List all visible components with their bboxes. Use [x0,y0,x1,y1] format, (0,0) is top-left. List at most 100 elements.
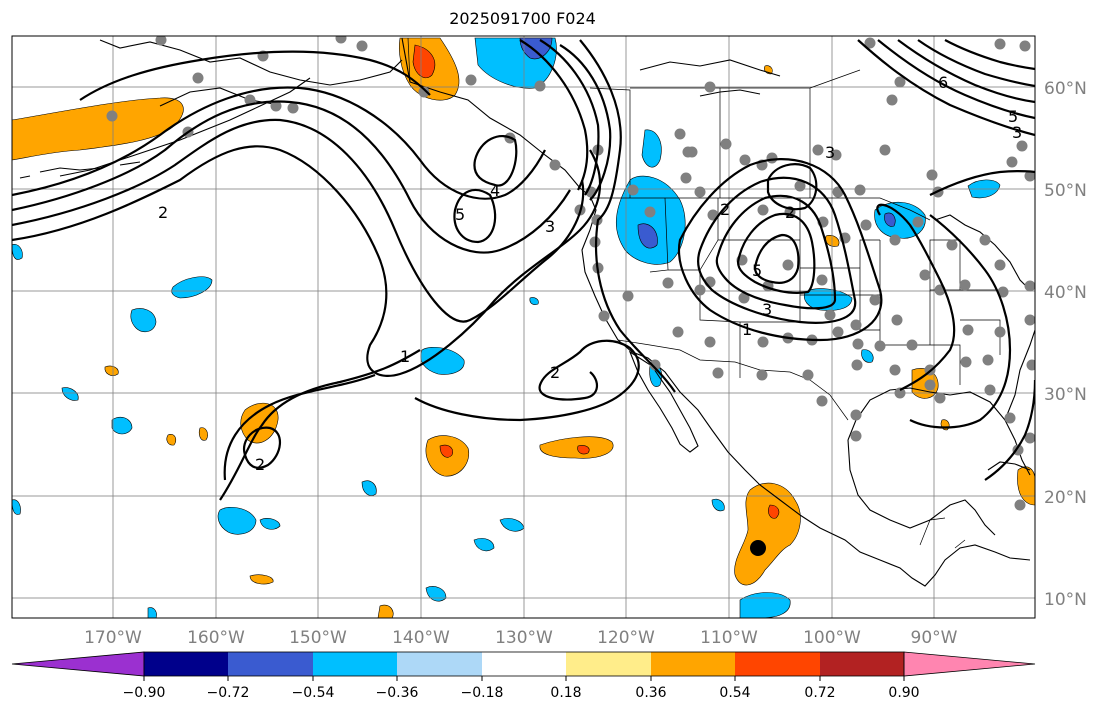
anomaly-blob [111,416,133,435]
contour-label: 5 [455,205,465,224]
coastline-east [1004,329,1035,421]
colorbar-tick-label: −0.90 [123,685,166,701]
anomaly-blob [768,504,780,519]
colorbar-tick-label: 0.36 [635,685,666,701]
coastline-gulf [847,387,1031,476]
contour-label: 3 [1012,123,1022,142]
marker-point [750,540,766,556]
anomaly-blob [637,223,658,249]
lon-label: 170°W [84,628,142,648]
coastline-gulf-mexico [847,439,996,536]
anomaly-blob [130,308,157,333]
anomaly-blob [577,445,590,455]
lon-label: 120°W [597,628,655,648]
colorbar-segment [313,652,397,676]
contour-label: 3 [825,143,835,162]
lon-label: 140°W [392,628,450,648]
contour-label: 2 [158,203,168,222]
colorbar-tick-label: 0.18 [550,685,581,701]
coastline-aleutians [19,161,141,179]
colorbar-tick-label: 0.90 [888,685,919,701]
anomaly-blob [12,244,23,260]
lon-label: 90°W [911,628,958,648]
contour-label: 2 [550,363,560,382]
contour-label: 3 [545,217,555,236]
coastline-hudson [639,59,781,97]
lat-label: 30°N [1044,385,1087,405]
colorbar-tick-label: −0.72 [207,685,250,701]
anomaly-blob [377,604,394,618]
anomaly-blob [171,276,213,299]
colorbar-frame [143,651,905,677]
anomaly-blob [711,498,725,512]
lon-label: 150°W [289,628,347,648]
contour-label: 5 [752,261,762,280]
anomaly-blob [259,518,281,530]
contour-label: 2 [720,200,730,219]
colorbar-segment [651,652,735,676]
border-alaska-canada [407,37,411,83]
lat-label: 50°N [1044,181,1087,201]
anomaly-blob [861,349,874,363]
lat-label: 20°N [1044,488,1087,508]
anomaly-blob [641,129,662,168]
colorbar-tick-label: 0.72 [804,685,835,701]
contour-label: 4 [490,181,500,200]
map-panel: 1 1 2 2 2 2 2 3 3 3 4 5 5 6 5 3 [12,36,1035,618]
contour-label: 2 [785,203,795,222]
map-frame [11,35,1036,619]
colorbar-segment [820,652,904,676]
lat-label: 40°N [1044,283,1087,303]
anomaly-blob [61,387,79,401]
anomaly-blob [803,288,853,311]
border-us-canada [590,197,931,221]
anomaly-blob [198,427,208,441]
latitude-labels: 60°N 50°N 40°N 30°N 20°N 10°N [1044,79,1087,610]
anomaly-blob [104,365,119,376]
map-title: 2025091700 F024 [449,9,596,28]
contour-label: 3 [762,300,772,319]
colorbar-segment [566,652,651,676]
contour-label: 1 [742,320,752,339]
colorbar-tick-label: −0.36 [376,685,419,701]
longitude-labels: 170°W 160°W 150°W 140°W 130°W 120°W 110°… [84,628,958,648]
anomaly-blob [884,212,896,227]
contour-label: 6 [938,73,948,92]
colorbar-segment [228,652,313,676]
station-dots [106,36,1035,511]
lon-label: 130°W [495,628,553,648]
anomaly-blob [529,297,539,305]
lon-label: 100°W [803,628,861,648]
colorbar-segment [735,652,820,676]
colorbar-arrow-left [11,651,145,677]
contour-labels: 1 1 2 2 2 2 2 3 3 3 4 5 5 6 5 3 [158,73,1022,474]
contour-label: 1 [400,347,410,366]
coastline-baja [628,350,699,453]
anomaly-blob [539,436,614,459]
colorbar-segment [144,652,228,676]
colorbar-tick-labels: −0.90 −0.72 −0.54 −0.36 −0.18 0.18 0.36 … [123,685,920,701]
anomaly-blob [1017,466,1035,506]
colorbar-tick-label: −0.18 [461,685,504,701]
colorbar-arrow-right [903,651,1036,677]
anomaly-blob [217,507,257,535]
anomaly-blob [166,434,177,446]
colorbar-segment [397,652,482,676]
anomaly-blob [249,574,274,585]
colorbar-ticks [143,676,905,681]
border-provinces [589,69,861,198]
contour-lines [12,39,1035,501]
anomaly-blob [147,607,157,618]
anomaly-blob [361,480,377,496]
coastline-west [401,37,1031,587]
colorbar-segment [482,652,566,676]
colorbar: −0.90 −0.72 −0.54 −0.36 −0.18 0.18 0.36 … [11,651,1036,701]
lat-label: 60°N [1044,79,1087,99]
anomaly-blob [734,482,801,586]
anomaly-blob [412,44,436,79]
colorbar-tick-label: 0.54 [719,685,750,701]
lon-label: 110°W [700,628,758,648]
contour-label: 2 [255,455,265,474]
anomaly-blob [439,444,453,458]
